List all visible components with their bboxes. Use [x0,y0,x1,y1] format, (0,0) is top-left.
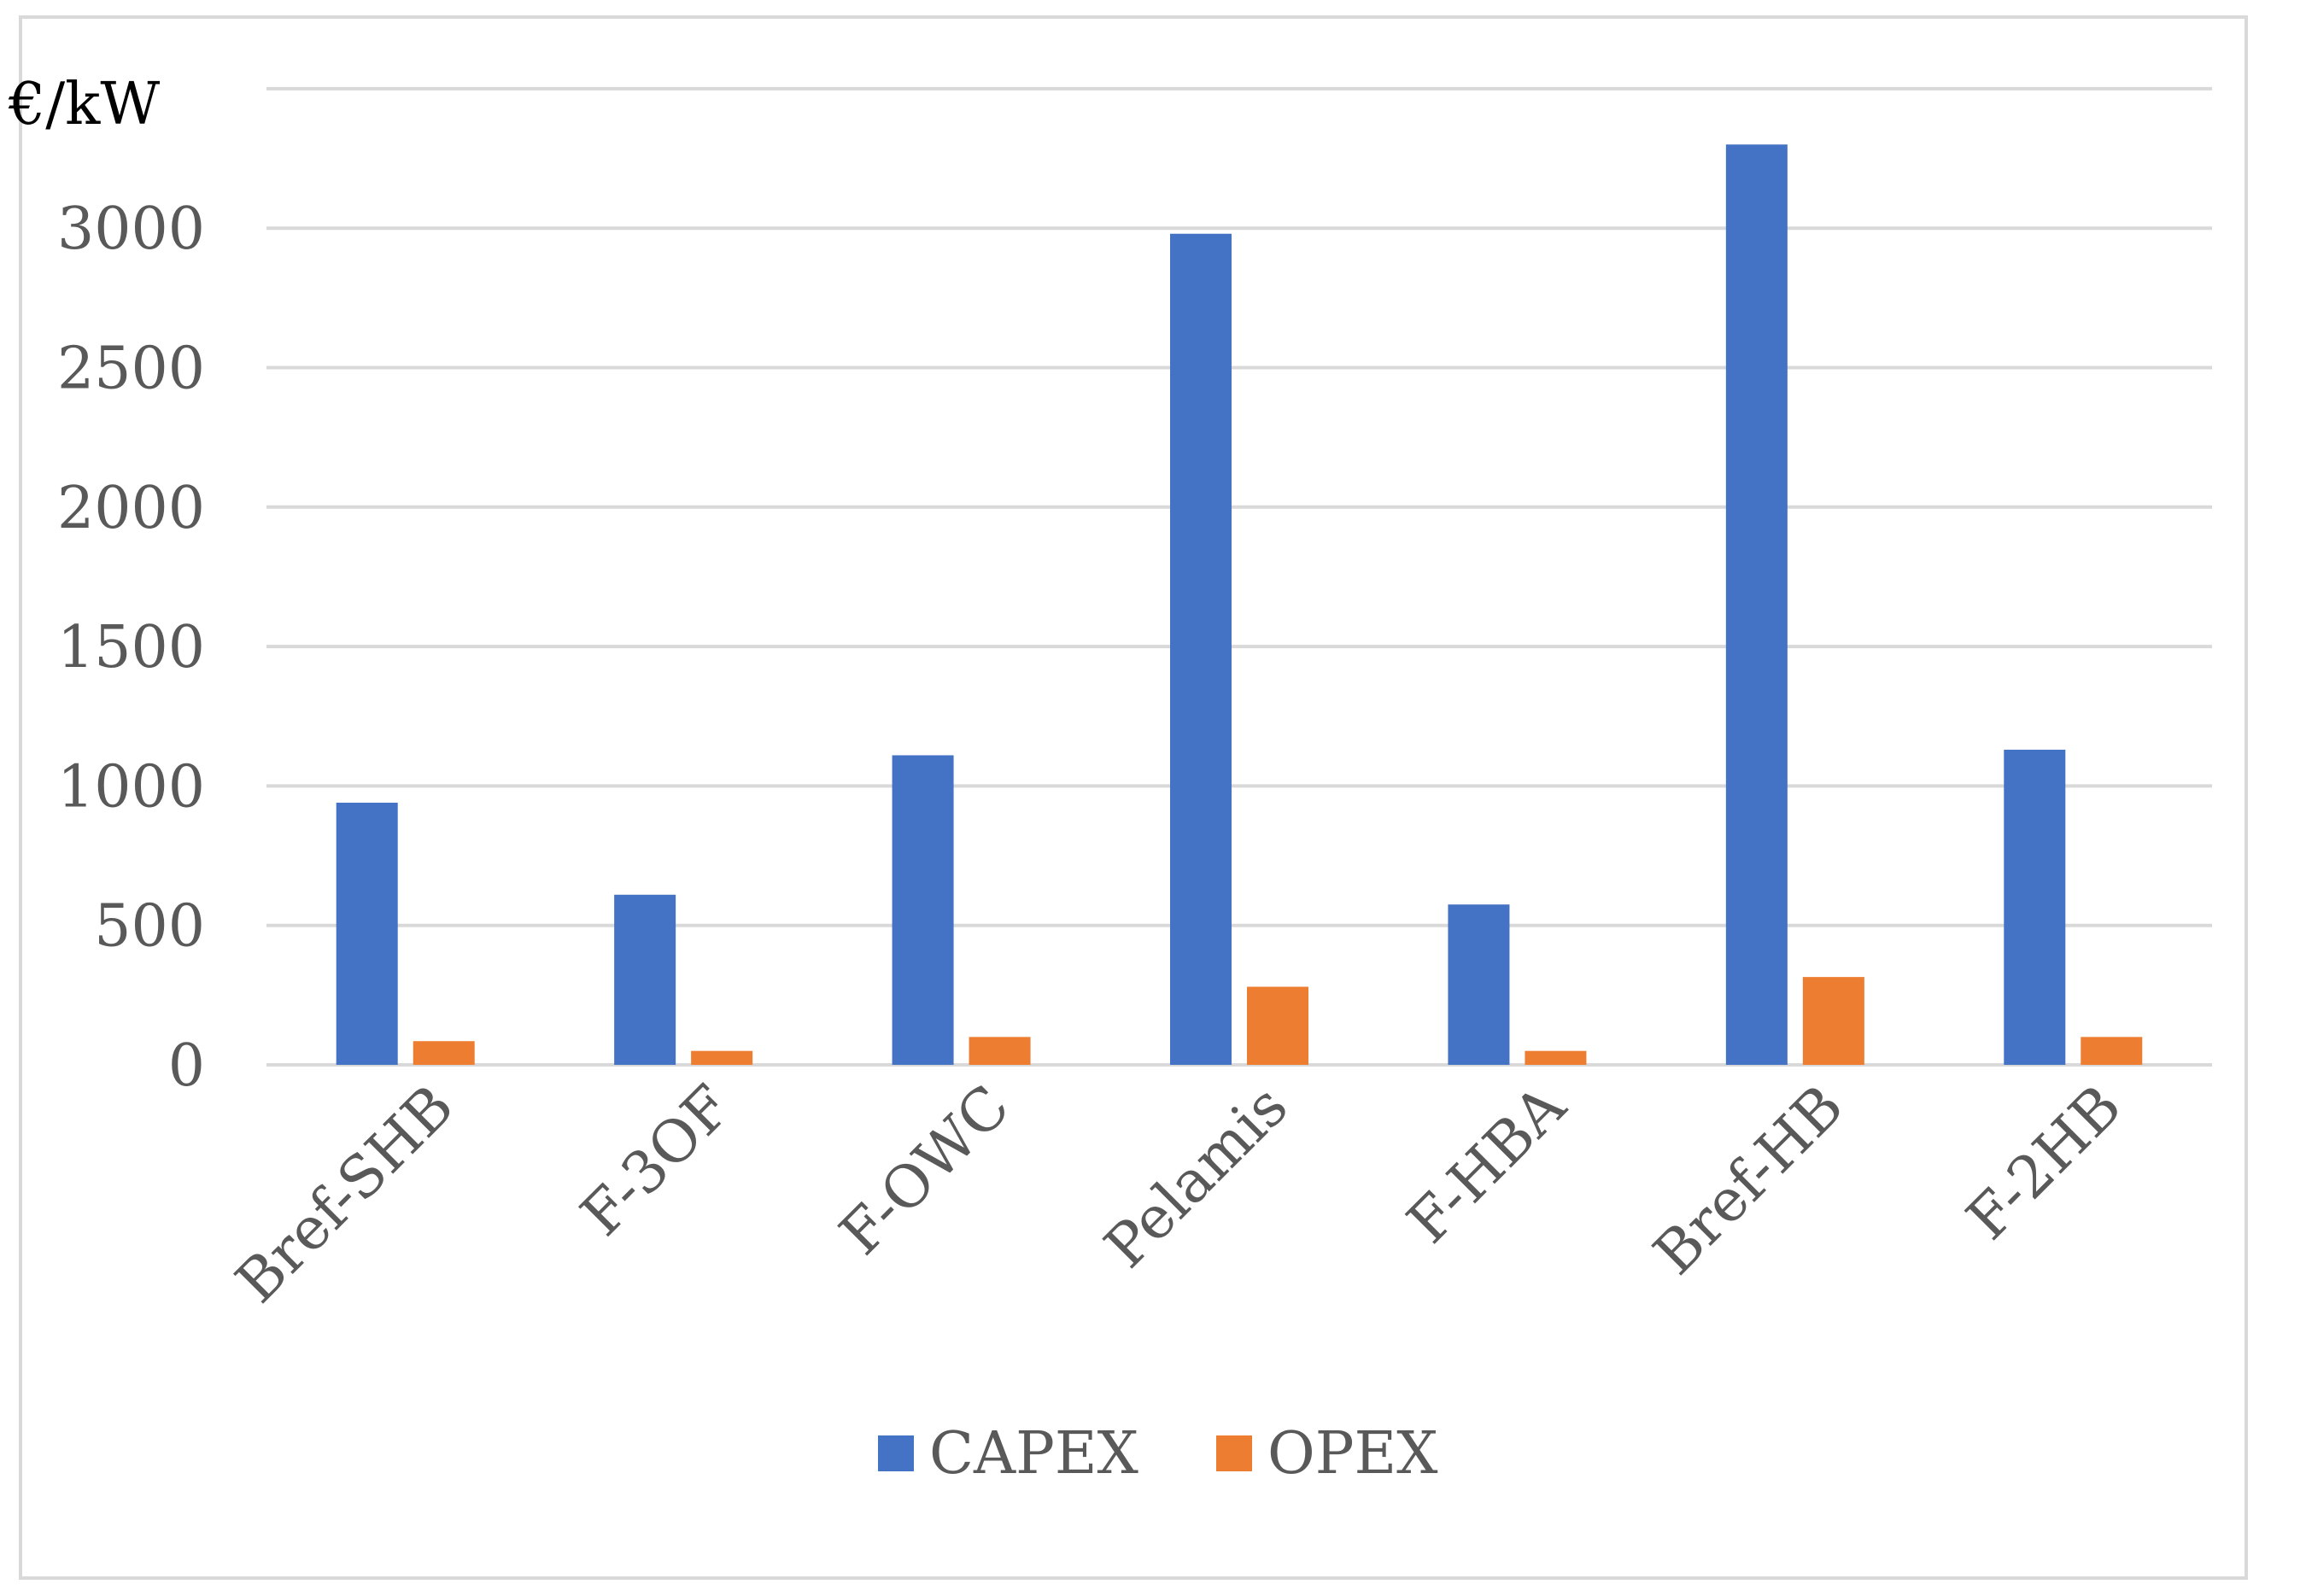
x-tick-label: F-2HB [1954,1073,2134,1253]
y-axis-unit-label: €/kW [8,71,160,138]
bar-opex-f-hba [1525,1050,1587,1065]
bar-opex-bref-hb [1802,977,1864,1065]
legend-swatch-opex [1216,1435,1252,1471]
x-tick-label: F-3OF [568,1073,745,1249]
y-tick-label: 0 [168,1032,205,1100]
y-tick-label: 2500 [57,336,205,403]
bar-opex-bref-shb [413,1041,475,1065]
bars [336,144,2143,1066]
legend-swatch-capex [878,1435,914,1471]
bar-capex-f-2hb [2004,749,2066,1065]
bar-capex-f-hba [1448,904,1510,1065]
x-tick-label: F-HBA [1395,1073,1579,1257]
bar-opex-f-owc [969,1037,1031,1065]
y-tick-label: 1500 [57,614,205,681]
y-tick-label: 1000 [57,753,205,821]
bar-capex-f-3of [614,894,676,1065]
bar-opex-f-3of [691,1050,753,1065]
legend: CAPEX OPEX [878,1420,1438,1488]
y-axis-ticks: 0 500 1000 1500 2000 2500 3000 [57,196,205,1100]
legend-label-capex: CAPEX [929,1420,1139,1488]
bar-capex-bref-hb [1725,144,1788,1066]
y-tick-label: 500 [94,893,205,961]
bar-opex-f-2hb [2081,1037,2143,1065]
bar-capex-pelamis [1170,233,1232,1065]
bar-capex-f-owc [892,755,954,1065]
bar-opex-pelamis [1247,986,1308,1065]
x-axis-ticks: Bref-SHB F-3OF F-OWC Pelamis F-HBA Bref-HB F-2… [224,1073,2135,1317]
y-tick-label: 2000 [57,475,205,542]
bar-capex-bref-shb [336,802,398,1065]
x-tick-label: F-OWC [828,1073,1023,1268]
chart-frame [19,15,2248,1580]
x-tick-label: Bref-SHB [224,1073,467,1316]
x-tick-label: Pelamis [1092,1073,1301,1281]
y-tick-label: 3000 [57,196,205,263]
legend-label-opex: OPEX [1267,1420,1438,1488]
x-tick-label: Bref-HB [1642,1073,1857,1288]
gridlines [266,86,2212,1067]
